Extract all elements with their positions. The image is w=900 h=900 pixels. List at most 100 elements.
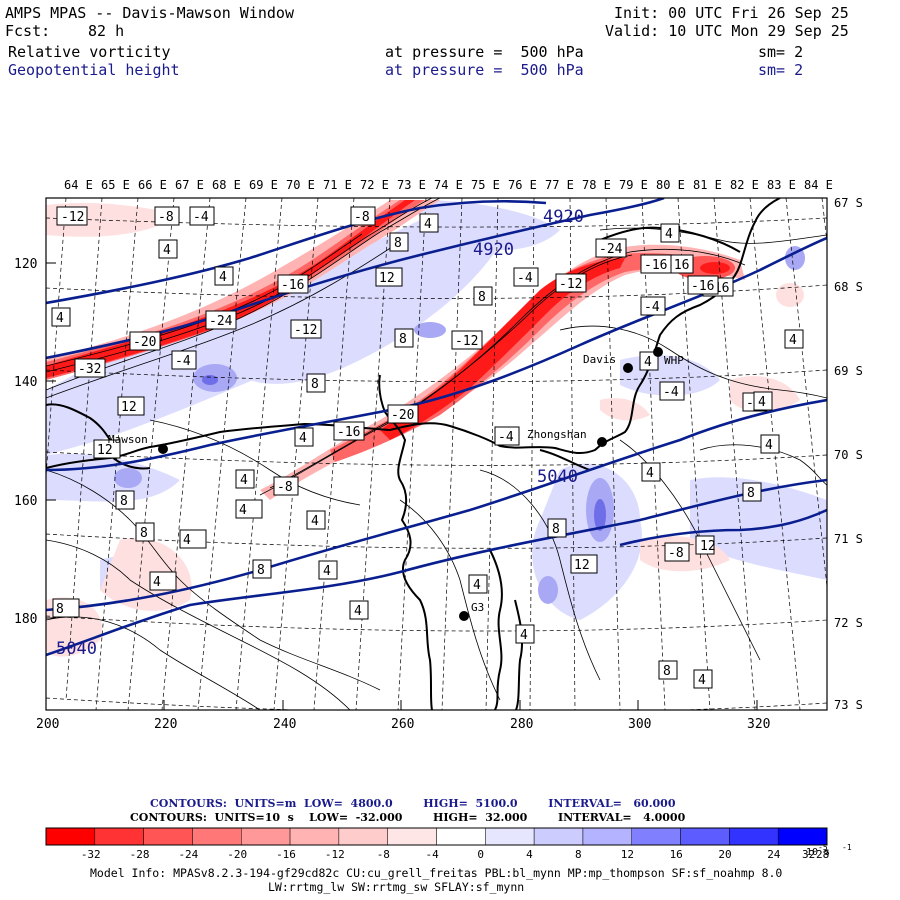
grid-y-label: 140 — [14, 375, 37, 390]
vort-label: 12 — [375, 267, 403, 287]
station-whp: WHP — [653, 347, 684, 367]
negative-band2-core — [380, 258, 625, 440]
model-info-line1: Model Info: MPASv8.2.3-194-gf29cd82c CU:… — [90, 866, 783, 880]
grid-x-label: 220 — [154, 717, 177, 732]
lon-label: 78 E — [582, 178, 611, 192]
vort-label: 4 — [760, 434, 780, 454]
plot-frame — [45, 197, 828, 711]
svg-text:4: 4 — [240, 473, 248, 488]
lon-label: 69 E — [249, 178, 278, 192]
svg-text:8: 8 — [140, 526, 148, 541]
colorbar-unit-exp2: -1 — [842, 843, 852, 852]
vort-label: 4 — [149, 571, 177, 591]
svg-text:-24: -24 — [209, 314, 233, 329]
vort-label: 12 — [93, 439, 121, 459]
height-label: 4920 — [473, 240, 514, 260]
svg-text:4: 4 — [758, 395, 766, 410]
svg-text:-16: -16 — [666, 258, 689, 273]
vort-label: 8 — [135, 522, 155, 542]
colorbar-label: 12 — [621, 848, 634, 861]
vort-label: -16 — [277, 274, 309, 294]
svg-text:12: 12 — [97, 443, 113, 458]
vort-label: -32 — [74, 358, 106, 378]
field2-smoothing: sm= 2 — [758, 61, 804, 79]
vort-label: 8 — [394, 328, 414, 348]
vort-label: 4 — [693, 669, 713, 689]
svg-text:8: 8 — [478, 290, 486, 305]
svg-text:4: 4 — [311, 514, 319, 529]
vort-label: -8 — [664, 542, 690, 562]
svg-text:-4: -4 — [498, 430, 514, 445]
lon-label: 81 E — [693, 178, 722, 192]
vort-label: 8 — [473, 286, 493, 306]
station-g3: G3 — [459, 601, 484, 621]
vort-label: 8 — [389, 232, 409, 252]
forecast-hour: 82 h — [88, 22, 125, 40]
model-info-line2: LW:rrtmg_lw SW:rrtmg_sw SFLAY:sf_mynn — [268, 880, 525, 894]
svg-text:4: 4 — [765, 438, 773, 453]
colorbar-cell — [338, 827, 388, 846]
axis-ticks — [45, 262, 758, 710]
vort-label: 8 — [306, 373, 326, 393]
colorbar-cell — [485, 827, 535, 846]
bottom-grid-labels: 200 220 240 260 280 300 320 — [36, 717, 770, 732]
vort-label: 12 — [570, 554, 598, 574]
colorbar-cell — [533, 827, 584, 846]
colorbar-cell — [387, 827, 437, 846]
colorbar-cell — [680, 827, 730, 846]
vort-label: -16 — [333, 421, 365, 441]
lon-label: 82 E — [730, 178, 759, 192]
vort-label: -16 — [687, 275, 719, 295]
svg-text:4: 4 — [698, 673, 706, 688]
stations: Mawson Davis WHP Zhongshan G3 — [108, 347, 684, 621]
grid-y-label: 120 — [14, 257, 37, 272]
colorbar-cell — [192, 827, 242, 846]
vorticity-contour-info: CONTOURS: UNITS=10 s LOW= -32.000 HIGH= … — [130, 811, 686, 824]
colorbar-label: 4 — [526, 848, 533, 861]
svg-text:12: 12 — [121, 400, 137, 415]
colorbar-unit-exp: -5 — [818, 843, 828, 852]
vort-label: 4 — [179, 529, 207, 549]
lat-label: 71 S — [834, 532, 863, 546]
colorbar-cell — [289, 827, 340, 846]
lon-label: 66 E — [138, 178, 167, 192]
right-lat-labels: 67 S 68 S 69 S 70 S 71 S 72 S 73 S — [834, 196, 863, 712]
svg-text:8: 8 — [311, 377, 319, 392]
grid-x-label: 300 — [628, 717, 651, 732]
vort-label: -8 — [273, 476, 299, 496]
colorbar-label: -12 — [325, 848, 345, 861]
lon-label: 71 E — [323, 178, 352, 192]
plot-title: AMPS MPAS -- Davis-Mawson Window — [5, 4, 294, 22]
vort-label: -12 — [451, 330, 483, 350]
svg-text:8: 8 — [394, 236, 402, 251]
vort-label: -20 — [387, 404, 419, 424]
colorbar-cell — [94, 827, 144, 846]
lon-label: 77 E — [545, 178, 574, 192]
svg-text:4: 4 — [323, 564, 331, 579]
vort-label: -8 — [350, 206, 376, 226]
lat-label: 70 S — [834, 448, 863, 462]
height-label: 5040 — [56, 639, 97, 659]
colorbar-cell — [143, 827, 193, 846]
svg-text:-4: -4 — [517, 271, 533, 286]
svg-text:-4: -4 — [663, 385, 679, 400]
vort-label: 8 — [547, 518, 567, 538]
colorbar-label: 24 — [767, 848, 781, 861]
svg-text:4: 4 — [183, 533, 191, 548]
svg-text:4: 4 — [646, 466, 654, 481]
grid-x-label: 240 — [273, 717, 296, 732]
vort-label: -8 — [154, 206, 180, 226]
station-zhongshan: Zhongshan — [527, 428, 607, 447]
colorbar-label: 28 — [816, 848, 829, 861]
lon-label: 70 E — [286, 178, 315, 192]
vort-label: 4 — [318, 560, 338, 580]
colorbar-label: 8 — [575, 848, 582, 861]
top-lon-labels: 64 E 65 E 66 E 67 E 68 E 69 E 70 E 71 E … — [64, 178, 833, 192]
svg-text:-8: -8 — [354, 210, 370, 225]
svg-text:Mawson: Mawson — [108, 433, 148, 446]
colorbar-label: -4 — [426, 848, 440, 861]
vort-label: -12 — [290, 319, 322, 339]
vort-label: -24 — [595, 238, 627, 258]
